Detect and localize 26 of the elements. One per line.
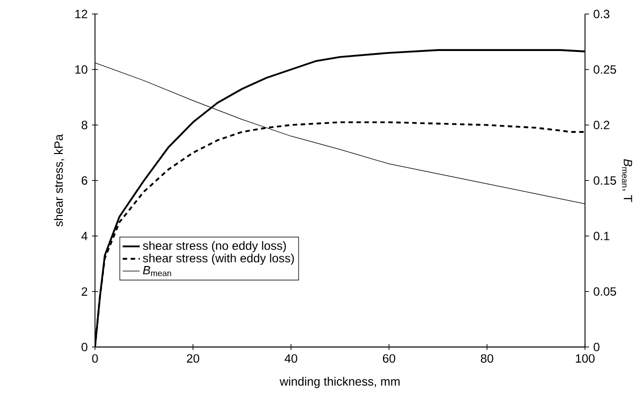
y2-tick-label: 0.1 <box>594 232 610 240</box>
y-tick-label: 10 <box>75 65 88 74</box>
legend-label: B$_{mean}$ <box>142 266 172 276</box>
y2-tick-label: 0.3 <box>594 10 610 18</box>
y2-tick-label: 0.05 <box>594 287 616 296</box>
y2-tick-label: 0.25 <box>594 65 616 74</box>
y-tick-label: 2 <box>82 287 88 296</box>
legend-label: shear stress (no eddy loss) <box>142 241 286 252</box>
y-tick-label: 6 <box>82 176 88 185</box>
y-tick-label: 8 <box>82 120 88 130</box>
x-tick-label: 100 <box>576 354 595 363</box>
x-tick-label: 20 <box>186 354 200 363</box>
y-tick-label: 12 <box>75 10 88 18</box>
y-tick-label: 4 <box>81 232 88 240</box>
y-tick-label: 0 <box>82 342 88 352</box>
x-axis-title: winding thickness, mm <box>280 376 400 388</box>
y2-tick-label: 0 <box>594 342 600 352</box>
y2-tick-label: 0.2 <box>594 120 610 130</box>
x-tick-label: 0 <box>92 354 98 363</box>
x-tick-label: 60 <box>382 354 396 363</box>
y-axis-title: shear stress, kPa <box>54 134 64 227</box>
x-tick-label: 40 <box>284 354 298 363</box>
y2-axis-title: B$_{mean}$, T <box>622 159 632 202</box>
x-tick-label: 80 <box>480 354 494 363</box>
legend-label: shear stress (with eddy loss) <box>142 254 294 265</box>
y2-tick-label: 0.15 <box>594 176 616 185</box>
